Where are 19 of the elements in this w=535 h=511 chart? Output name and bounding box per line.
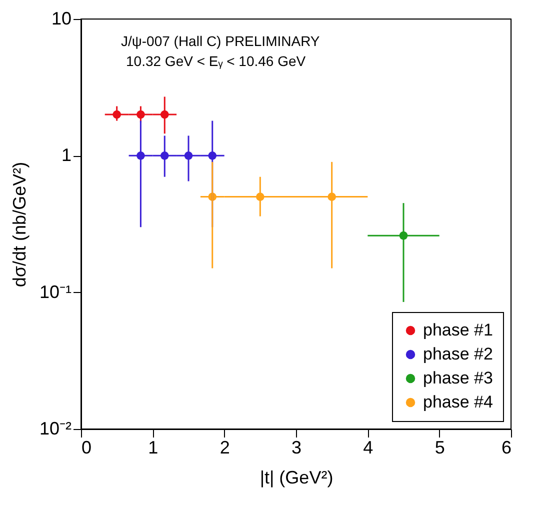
y-tick-label: 10	[51, 8, 72, 28]
x-tick-label: 3	[291, 438, 302, 458]
annotation: 10.32 GeV < Eᵧ < 10.46 GeV	[126, 53, 306, 69]
x-tick-label: 5	[434, 438, 445, 458]
legend-label: phase #3	[423, 368, 493, 388]
y-axis-title: dσ/dt (nb/GeV²)	[9, 162, 30, 288]
x-tick-label: 1	[148, 438, 158, 458]
legend-label: phase #1	[423, 320, 493, 340]
x-tick-label: 2	[220, 438, 230, 458]
y-tick-label: 1	[61, 145, 72, 166]
x-tick-label: 0	[82, 438, 92, 458]
legend-label: phase #2	[423, 344, 493, 364]
legend-label: phase #4	[423, 392, 493, 412]
x-tick-label: 6	[501, 438, 512, 458]
annotation: J/ψ-007 (Hall C) PRELIMINARY	[121, 33, 320, 49]
x-axis-title: |t| (GeV²)	[260, 468, 334, 488]
y-tick-label: 10⁻²	[39, 418, 72, 438]
y-tick-label: 10⁻¹	[39, 282, 72, 302]
x-tick-label: 4	[363, 438, 374, 458]
